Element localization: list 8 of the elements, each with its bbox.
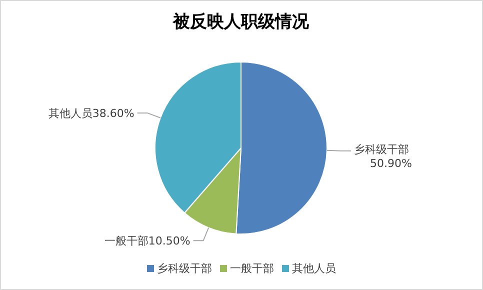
legend-label: 其他人员 [292,262,336,275]
legend-label: 乡科级干部 [157,262,212,275]
category-label: 其他人员38.60% [48,106,134,120]
chart-title: 被反映人职级情况 [172,12,310,32]
slice-label: 乡科级干部 [354,142,409,156]
category-label: 一般干部10.50% [104,234,190,248]
legend-label: 一般干部 [230,262,274,275]
data-label: 50.90% [370,156,412,170]
